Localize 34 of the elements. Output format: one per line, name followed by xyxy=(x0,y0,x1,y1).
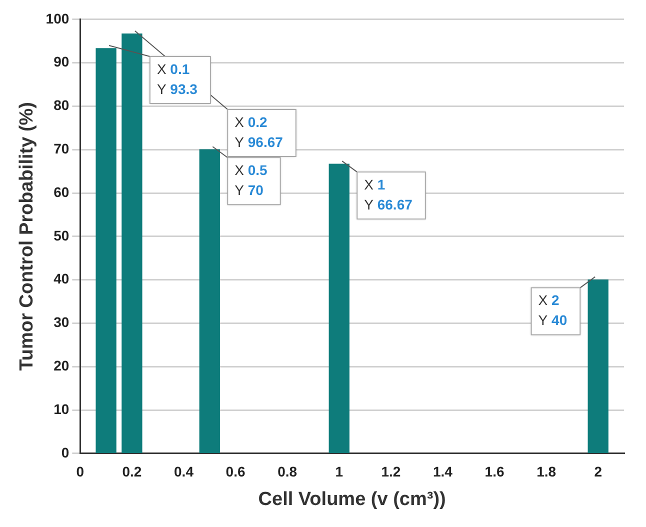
x-tick-label: 2 xyxy=(594,464,602,480)
x-axis-title: Cell Volume (v (cm³)) xyxy=(258,488,446,510)
y-tick-label: 0 xyxy=(61,444,70,460)
bar xyxy=(122,34,142,453)
x-tick-label: 0.2 xyxy=(122,464,142,480)
annotation: X 1 Y 66.67 xyxy=(364,176,413,212)
x-tick-label: 1.2 xyxy=(381,464,401,480)
annotation: X 0.1 Y 93.3 xyxy=(156,60,198,97)
y-axis-title: Tumor Control Probability (%) xyxy=(16,102,38,371)
y-tick-label: 30 xyxy=(54,314,70,330)
bar xyxy=(328,164,350,453)
bar xyxy=(96,48,116,453)
bar xyxy=(199,149,220,453)
x-tick-label: 0.8 xyxy=(278,464,298,480)
y-tick-label: 60 xyxy=(54,184,70,200)
y-tick-label: 80 xyxy=(54,97,70,114)
x-tick-label: 1.6 xyxy=(484,464,504,480)
y-tick-label: 70 xyxy=(54,140,70,156)
y-tick-label: 50 xyxy=(54,227,70,244)
y-tick-label: 10 xyxy=(54,400,70,417)
x-tick-label: 1.4 xyxy=(432,464,453,480)
annotation: X 0.5 Y 70 xyxy=(234,162,268,198)
annotation: X 0.2 Y 96.67 xyxy=(234,114,284,150)
x-tick-label: 0.4 xyxy=(174,464,194,480)
y-tick-label: 20 xyxy=(54,357,70,374)
bar xyxy=(588,279,608,453)
y-tick-label: 90 xyxy=(54,54,70,70)
annotation: X 2 Y 40 xyxy=(538,292,568,328)
x-tick-label: 1.8 xyxy=(536,464,556,480)
y-tick-label: 40 xyxy=(54,270,70,287)
y-tick-label: 100 xyxy=(46,10,70,26)
x-tick-label: 1 xyxy=(335,464,344,480)
x-tick-label: 0 xyxy=(76,464,84,480)
x-tick-label: 0.6 xyxy=(226,464,246,480)
